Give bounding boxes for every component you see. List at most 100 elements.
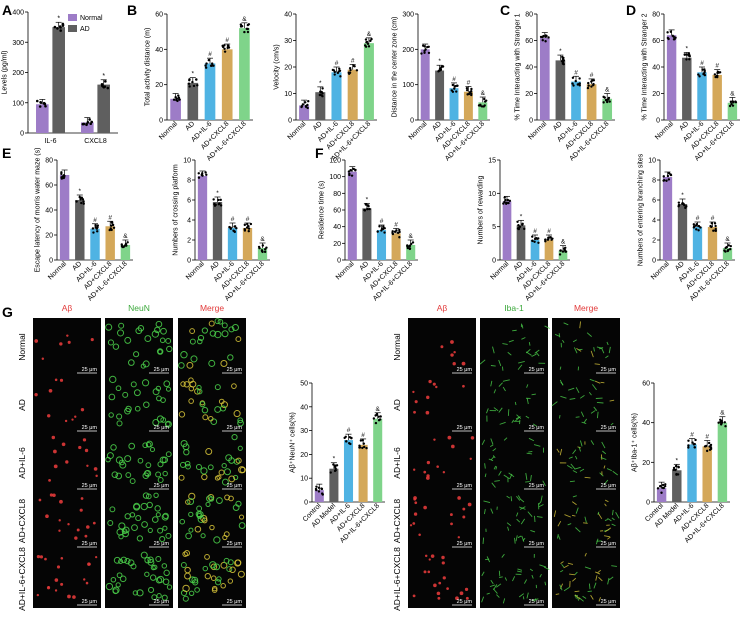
micrograph-tile: 25 μm	[408, 550, 476, 608]
stained-plaque	[428, 380, 431, 383]
bar	[331, 72, 341, 120]
stained-process	[511, 496, 512, 501]
data-point	[706, 450, 708, 452]
data-point	[688, 58, 690, 60]
significance-marker: #	[225, 37, 229, 44]
y-tick-label: 40	[45, 208, 53, 215]
micrograph-tile: 25 μm	[178, 434, 246, 492]
x-tick-label: AD	[184, 120, 196, 132]
data-point	[537, 242, 539, 244]
y-tick-label: 0	[410, 118, 414, 125]
y-axis-label: Numbers of entering branching sites	[638, 153, 645, 266]
stained-plaque	[65, 420, 67, 422]
data-point	[196, 84, 198, 86]
stained-plaque	[462, 362, 466, 366]
significance-marker: &	[720, 410, 725, 417]
data-point	[587, 87, 589, 89]
significance-marker: *	[676, 457, 679, 464]
y-tick-label: 6	[187, 198, 191, 205]
y-tick-label: 30	[284, 38, 292, 45]
y-tick-label: 2	[652, 238, 656, 245]
data-point	[587, 85, 589, 87]
column-header: Aβ	[62, 303, 73, 313]
significance-marker: #	[547, 228, 551, 235]
data-point	[261, 250, 263, 252]
data-point	[664, 485, 666, 487]
micrograph-tile: 25 μm	[33, 318, 101, 376]
data-point	[521, 224, 523, 226]
scale-bar-label: 25 μm	[227, 367, 243, 373]
data-point	[675, 465, 677, 467]
bar	[545, 240, 554, 260]
y-tick-label: 80	[45, 158, 53, 165]
data-point	[59, 29, 62, 32]
data-point	[232, 230, 234, 232]
data-point	[214, 204, 216, 206]
y-tick-label: 10	[488, 191, 496, 198]
bar	[213, 202, 222, 260]
bar	[450, 88, 459, 120]
data-point	[398, 236, 400, 238]
row-label: AD+IL-6+CXCL8	[17, 547, 27, 611]
scale-bar-label: 25 μm	[529, 425, 545, 431]
data-point	[220, 199, 222, 201]
data-point	[351, 174, 353, 176]
data-point	[502, 202, 504, 204]
data-point	[572, 77, 574, 79]
data-point	[87, 121, 90, 124]
data-point	[363, 209, 365, 211]
data-point	[670, 31, 672, 33]
y-tick-label: 20	[45, 233, 53, 240]
data-point	[247, 28, 249, 30]
y-tick-label: 0	[20, 131, 24, 138]
bar	[75, 200, 84, 260]
scale-bar-label: 25 μm	[457, 367, 473, 373]
micrograph-tile: 25 μm	[105, 550, 173, 608]
data-point	[424, 45, 426, 47]
scale-bar-label: 25 μm	[154, 599, 170, 605]
data-point	[349, 72, 351, 74]
panel-letter-c: C	[500, 2, 510, 18]
significance-marker: &	[409, 233, 414, 240]
data-point	[82, 200, 84, 202]
data-point	[542, 39, 544, 41]
significance-marker: &	[242, 16, 247, 23]
y-tick-label: 40	[155, 47, 163, 54]
data-point	[531, 235, 533, 237]
data-point	[365, 203, 367, 205]
stained-plaque	[95, 556, 97, 558]
stained-plaque	[437, 597, 440, 600]
data-point	[697, 229, 699, 231]
data-point	[453, 87, 455, 89]
stained-plaque	[450, 513, 453, 516]
data-point	[466, 87, 468, 89]
y-tick-label: 40	[333, 224, 341, 231]
scale-bar-label: 25 μm	[154, 425, 170, 431]
stained-plaque	[37, 555, 40, 558]
stained-plaque	[87, 562, 91, 566]
data-point	[541, 36, 543, 38]
y-tick-label: 0	[492, 258, 496, 265]
data-point	[592, 84, 594, 86]
data-point	[113, 227, 115, 229]
row-label: AD+IL-6	[392, 447, 402, 479]
micrograph-tile: 25 μm	[480, 318, 550, 376]
panel-letter-e: E	[2, 145, 11, 161]
data-point	[366, 41, 368, 43]
significance-marker: #	[590, 72, 594, 79]
data-point	[729, 105, 731, 107]
scale-bar-label: 25 μm	[227, 483, 243, 489]
data-point	[685, 58, 687, 60]
data-point	[428, 46, 430, 48]
stained-plaque	[418, 533, 421, 536]
data-point	[725, 246, 727, 248]
data-point	[188, 85, 190, 87]
stained-plaque	[471, 436, 474, 439]
data-point	[220, 204, 222, 206]
data-point	[663, 175, 665, 177]
y-tick-label: 0	[652, 258, 656, 265]
significance-marker: #	[361, 432, 365, 439]
stained-process	[575, 591, 580, 592]
